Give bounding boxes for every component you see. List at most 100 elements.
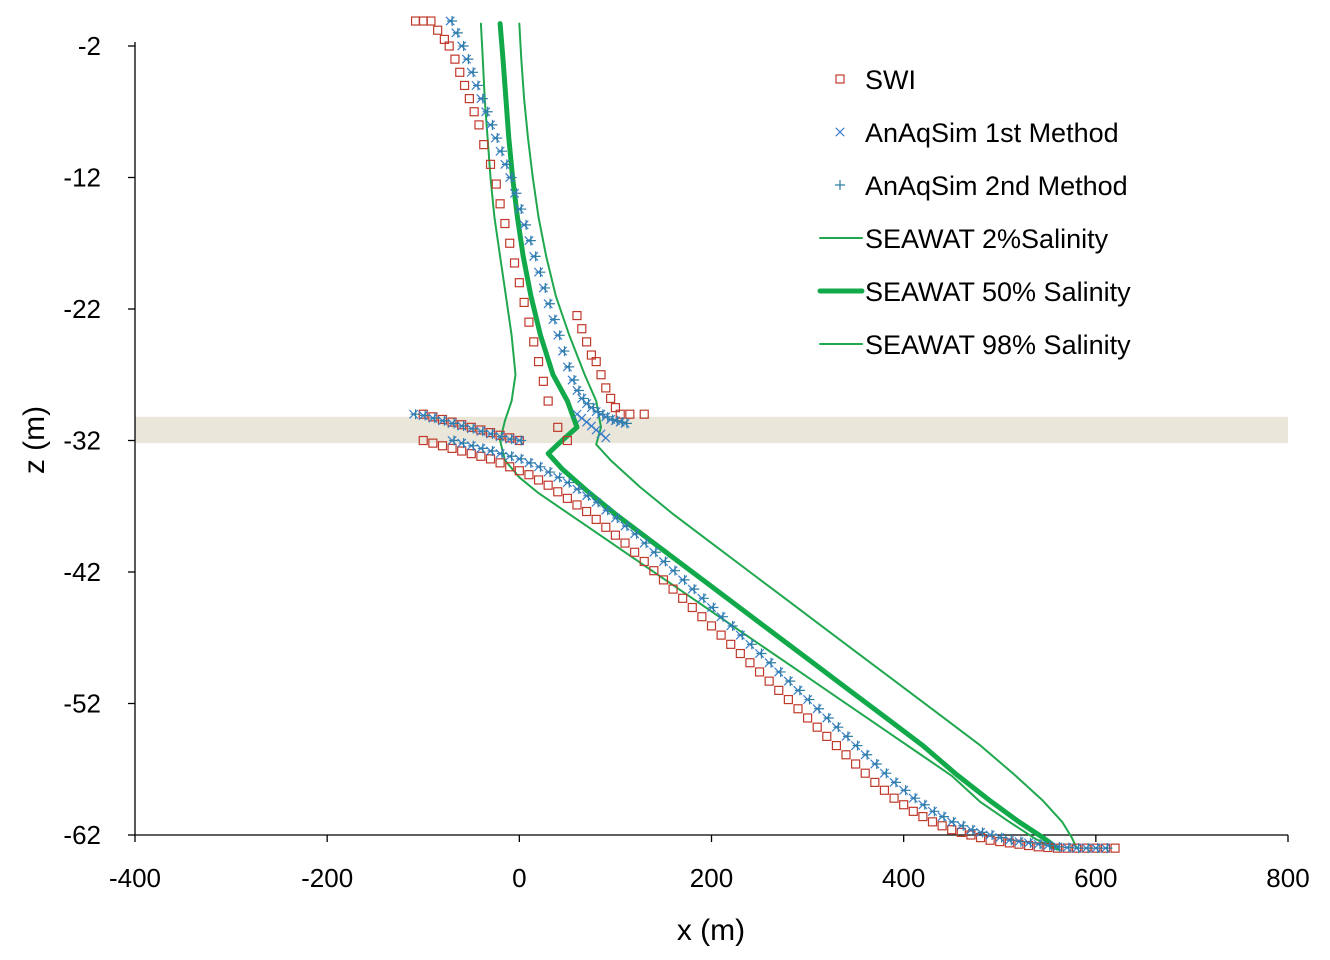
- data-point: [491, 179, 501, 189]
- data-point: [785, 676, 796, 687]
- data-point: [612, 415, 623, 426]
- data-point: [591, 425, 601, 435]
- data-point: [447, 417, 457, 427]
- data-point: [804, 694, 815, 705]
- data-point: [572, 409, 582, 419]
- data-point: [514, 278, 524, 288]
- data-point: [545, 298, 556, 309]
- data-point: [420, 410, 431, 421]
- legend-marker: [835, 180, 845, 190]
- data-point: [588, 402, 599, 413]
- x-tick-label: -200: [301, 863, 353, 893]
- y-tick-label: -2: [78, 31, 101, 61]
- data-point: [476, 425, 486, 435]
- data-point: [995, 836, 1005, 847]
- data-point: [429, 413, 440, 424]
- data-point: [533, 475, 544, 485]
- data-point: [495, 199, 505, 209]
- data-point: [525, 457, 536, 468]
- data-point: [842, 731, 853, 742]
- data-point: [706, 621, 717, 631]
- data-point: [669, 565, 680, 576]
- y-tick-label: -22: [63, 294, 101, 324]
- data-point: [1063, 842, 1074, 853]
- data-point: [716, 630, 726, 640]
- data-point: [457, 446, 467, 456]
- data-point: [812, 722, 822, 732]
- data-point: [553, 422, 563, 432]
- data-point: [910, 793, 921, 804]
- data-point: [852, 740, 863, 751]
- data-point: [482, 106, 493, 117]
- data-point: [601, 522, 611, 532]
- data-point: [506, 172, 517, 183]
- data-point: [418, 16, 428, 26]
- data-point: [543, 396, 553, 406]
- data-point: [524, 317, 534, 327]
- data-point: [966, 830, 976, 840]
- data-point: [1052, 843, 1063, 853]
- series-seawat-2-salinity: [479, 22, 1054, 850]
- data-point: [602, 411, 613, 422]
- series-layer: [409, 16, 1120, 854]
- data-point: [573, 484, 584, 495]
- data-point: [649, 566, 659, 576]
- data-point: [948, 816, 959, 827]
- legend-label: SEAWAT 50% Salinity: [865, 277, 1131, 307]
- data-point: [447, 16, 458, 27]
- x-tick-label: 400: [882, 863, 925, 893]
- data-point: [562, 435, 572, 446]
- data-point: [549, 314, 560, 325]
- data-point: [620, 538, 630, 548]
- data-point: [1004, 838, 1014, 848]
- data-point: [1092, 843, 1103, 854]
- data-point: [726, 639, 736, 649]
- data-point: [650, 547, 661, 558]
- data-point: [426, 16, 436, 26]
- data-point: [495, 458, 505, 468]
- data-point: [525, 235, 536, 246]
- data-point: [621, 520, 632, 531]
- data-point: [473, 80, 484, 91]
- data-point: [870, 777, 880, 788]
- data-point: [601, 383, 611, 393]
- data-point: [477, 443, 488, 454]
- series-seawat-50-salinity: [497, 21, 1060, 851]
- data-point: [444, 41, 454, 51]
- data-point: [533, 357, 544, 367]
- data-point: [509, 258, 520, 268]
- data-point: [586, 350, 596, 360]
- data-point: [1035, 839, 1046, 850]
- data-point: [505, 462, 515, 472]
- data-point: [511, 188, 522, 199]
- data-point: [879, 785, 890, 795]
- data-point: [919, 799, 930, 810]
- data-point: [606, 393, 616, 404]
- data-point: [871, 758, 882, 769]
- data-point: [469, 107, 479, 117]
- data-point: [597, 409, 608, 420]
- data-point: [822, 731, 832, 741]
- data-point: [450, 54, 460, 64]
- y-tick-label: -12: [63, 163, 101, 193]
- data-point: [583, 398, 594, 409]
- data-point: [985, 835, 995, 845]
- data-point: [754, 667, 765, 677]
- data-point: [1006, 835, 1017, 846]
- data-point: [564, 361, 575, 372]
- data-point: [459, 80, 470, 91]
- data-point: [1102, 843, 1113, 854]
- data-point: [975, 833, 986, 843]
- data-point: [521, 219, 532, 230]
- y-tick-label: -52: [63, 689, 101, 719]
- data-point: [500, 218, 510, 229]
- data-point: [530, 251, 541, 262]
- data-point: [625, 409, 635, 419]
- data-point: [996, 832, 1007, 843]
- data-point: [458, 421, 469, 432]
- data-point: [745, 658, 755, 668]
- data-point: [559, 346, 570, 357]
- data-point: [516, 204, 527, 215]
